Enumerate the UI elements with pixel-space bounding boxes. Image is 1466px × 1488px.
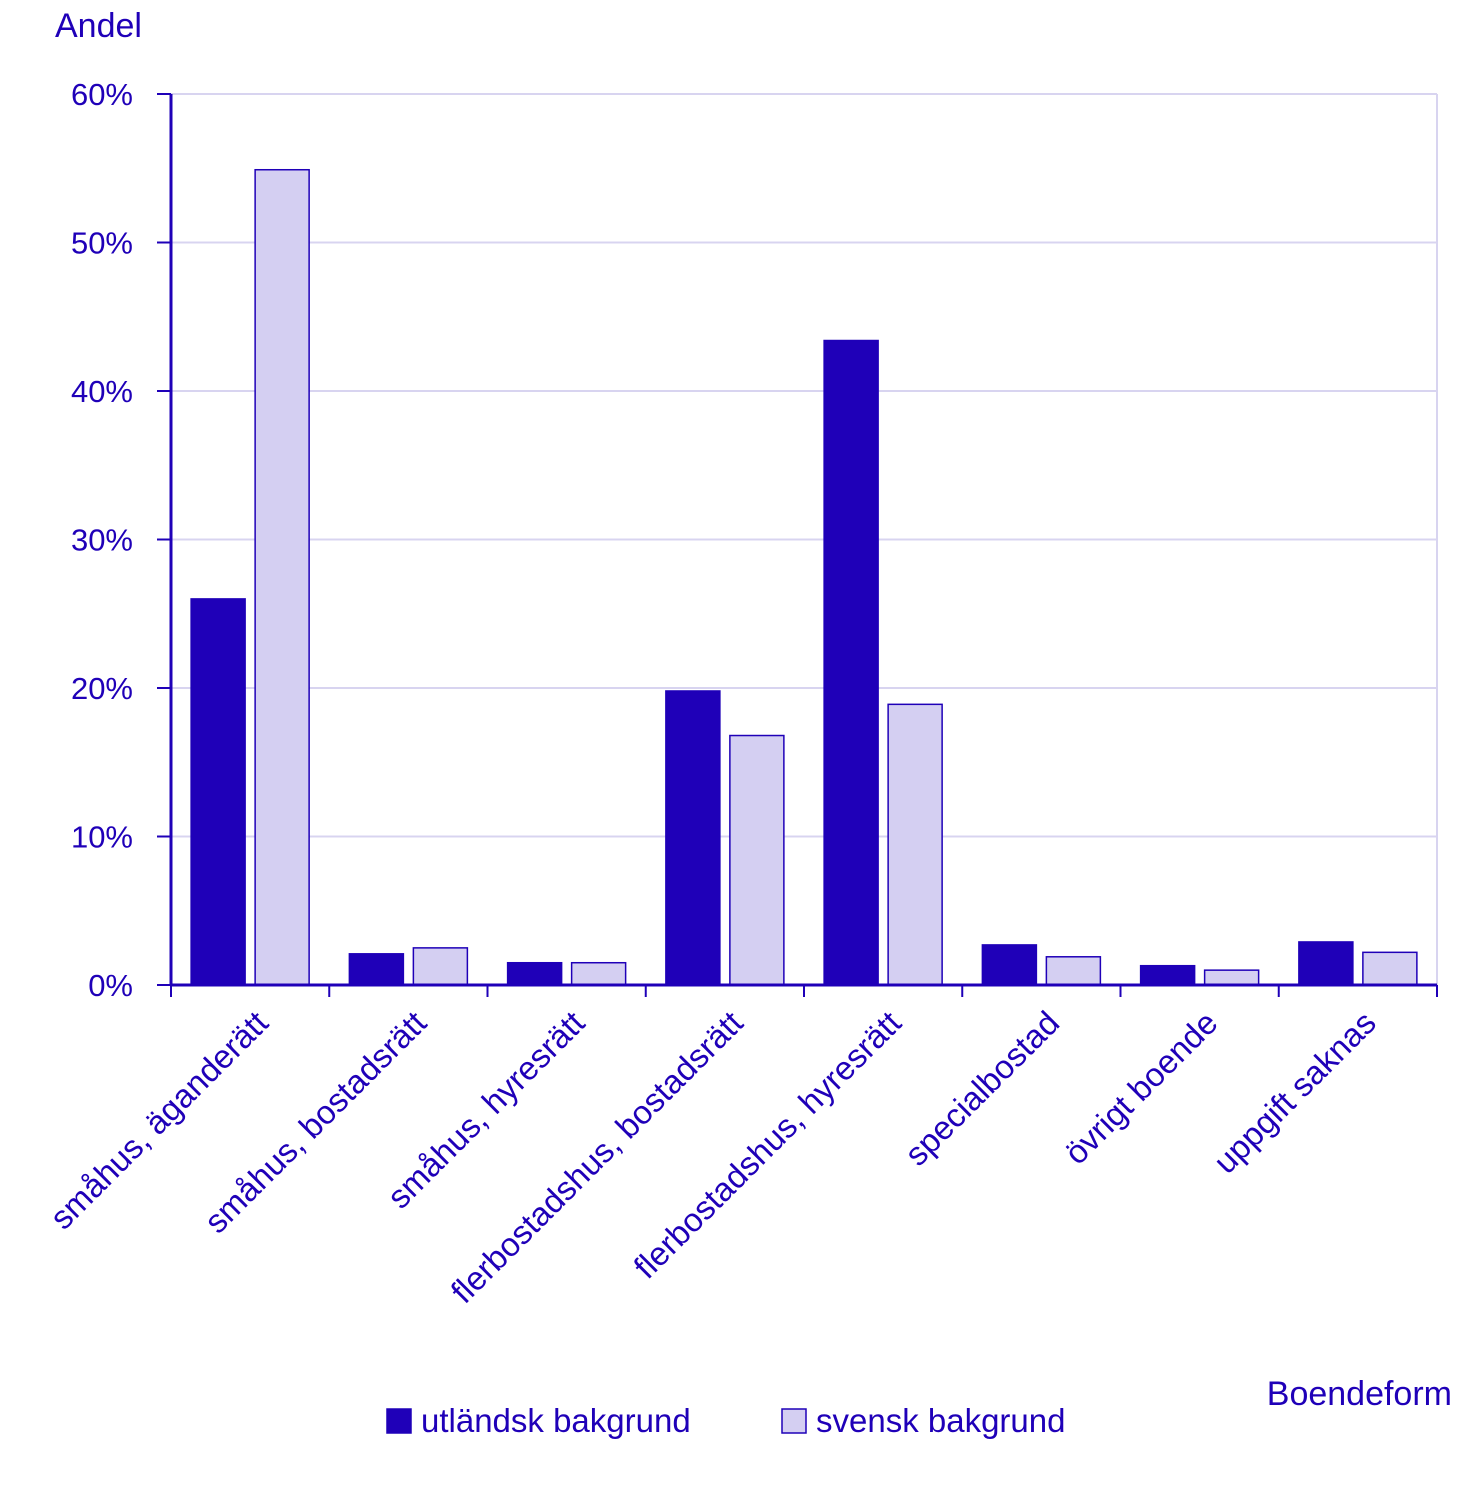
legend: utländsk bakgrund svensk bakgrund [386,1402,1065,1439]
y-tick-label: 20% [71,671,133,706]
bar-utlandsk-0 [190,598,246,986]
y-tick-label: 10% [71,820,133,855]
x-tick-label: övrigt boende [1057,1004,1225,1172]
bars [190,168,1418,986]
x-tick-label: specialbostad [897,1004,1066,1173]
bar-svensk-0 [254,168,310,986]
legend-label: utländsk bakgrund [421,1402,691,1439]
y-tick-label: 50% [71,226,133,261]
y-tick-label: 40% [71,374,133,409]
bar-utlandsk-6 [1139,964,1196,986]
gridlines [171,93,1438,985]
x-tick-label: uppgift saknas [1206,1004,1383,1181]
legend-swatch [386,1408,412,1434]
axes [157,93,1438,997]
bar-svensk-3 [729,734,785,986]
bar-utlandsk-7 [1298,941,1354,986]
x-axis-title: Boendeform [1267,1375,1452,1413]
x-tick-label: flerbostadshus, hyresrätt [626,1004,908,1286]
bar-utlandsk-5 [981,944,1038,986]
bar-svensk-2 [570,961,627,986]
bar-utlandsk-1 [348,953,405,986]
bar-utlandsk-2 [506,961,563,986]
y-axis-title: Andel [55,7,142,45]
x-tick-label: flerbostadshus, bostadsrätt [443,1004,749,1310]
legend-label: svensk bakgrund [816,1402,1065,1439]
y-tick-label: 0% [88,968,133,1003]
bar-utlandsk-4 [823,339,879,986]
y-tick-labels: 0% 10% 20% 30% 40% 50% 60% [71,77,133,1003]
bar-utlandsk-3 [665,690,721,986]
legend-swatch [781,1408,807,1434]
bar-svensk-6 [1203,969,1260,986]
y-tick-label: 30% [71,523,133,558]
bar-svensk-1 [412,947,469,986]
bar-svensk-4 [887,703,943,986]
bar-svensk-5 [1045,956,1102,986]
y-tick-label: 60% [71,77,133,112]
bar-svensk-7 [1362,951,1418,986]
